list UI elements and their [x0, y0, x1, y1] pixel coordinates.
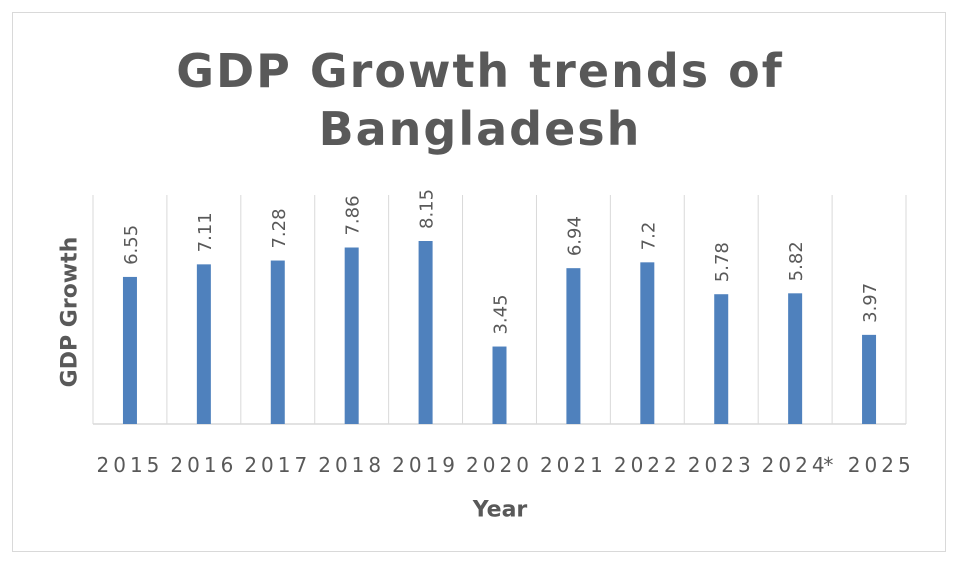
chart-title-line-2: Bangladesh: [318, 102, 642, 156]
bar: [270, 260, 285, 424]
data-label: 7.11: [195, 212, 216, 252]
bar: [344, 247, 359, 424]
x-tick-label: 2015: [97, 453, 164, 477]
x-axis-label: Year: [472, 497, 528, 523]
x-tick-label: 2016: [170, 453, 237, 477]
bar: [196, 264, 211, 424]
data-label: 3.45: [491, 294, 512, 334]
data-label: 5.78: [712, 242, 733, 282]
chart-title: GDP Growth trends of Bangladesh: [0, 42, 960, 158]
data-label: 7.28: [269, 208, 290, 248]
bar: [492, 346, 507, 424]
x-tick-label: 2017: [244, 453, 311, 477]
bar: [788, 293, 803, 424]
x-tick-label: 2020: [466, 453, 533, 477]
data-label: 5.82: [786, 241, 807, 281]
data-label: 7.2: [638, 222, 659, 251]
x-tick-label: 2024: [762, 453, 829, 477]
data-label: 6.55: [121, 225, 142, 265]
x-tick-label: 2023: [688, 453, 755, 477]
bar: [418, 241, 433, 424]
bar: [640, 262, 655, 424]
x-tick-label: 2018: [318, 453, 385, 477]
chart-frame: [12, 12, 946, 552]
bar: [122, 276, 137, 424]
data-label: 8.15: [417, 189, 438, 229]
x-tick-label: * 2025: [823, 453, 914, 477]
chart-title-line-1: GDP Growth trends of: [176, 44, 784, 98]
bar: [862, 334, 877, 424]
data-label: 6.94: [564, 216, 585, 256]
x-tick-label: 2022: [614, 453, 681, 477]
bar: [566, 268, 581, 424]
x-tick-label: 2019: [392, 453, 459, 477]
data-label: 7.86: [343, 195, 364, 235]
data-label: 3.97: [860, 283, 881, 323]
x-tick-label: 2021: [540, 453, 607, 477]
bar: [714, 294, 729, 424]
